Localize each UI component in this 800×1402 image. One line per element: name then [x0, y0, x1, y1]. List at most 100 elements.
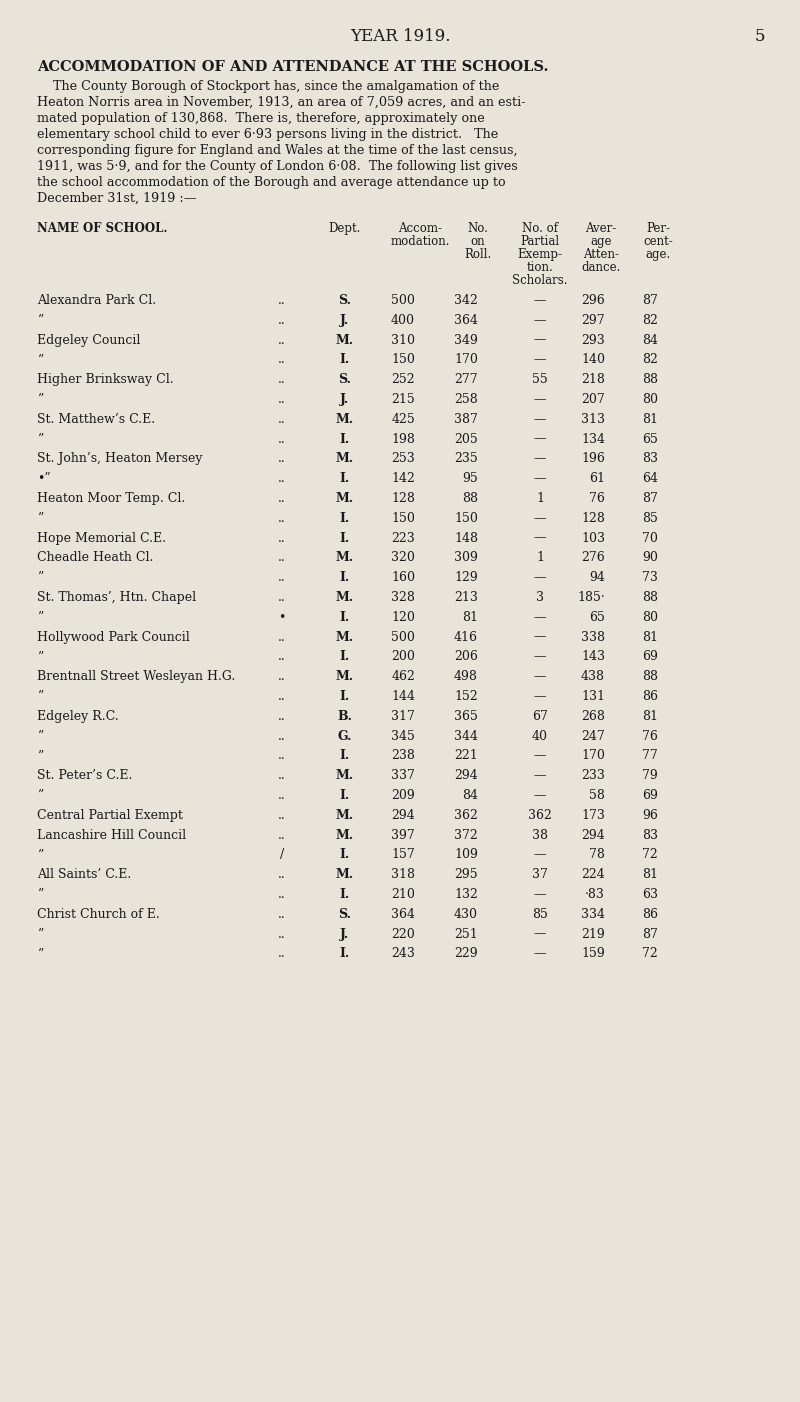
Text: 78: 78 [589, 848, 605, 861]
Text: 94: 94 [589, 571, 605, 585]
Text: 243: 243 [391, 948, 415, 960]
Text: M.: M. [336, 412, 354, 426]
Text: 1: 1 [536, 492, 544, 505]
Text: 294: 294 [582, 829, 605, 841]
Text: age.: age. [646, 248, 670, 261]
Text: 498: 498 [454, 670, 478, 683]
Text: Hollywood Park Council: Hollywood Park Council [37, 631, 190, 644]
Text: M.: M. [336, 631, 354, 644]
Text: 81: 81 [642, 412, 658, 426]
Text: 88: 88 [462, 492, 478, 505]
Text: Edgeley Council: Edgeley Council [37, 334, 140, 346]
Text: 185·: 185· [578, 592, 605, 604]
Text: —: — [534, 611, 546, 624]
Text: 129: 129 [454, 571, 478, 585]
Text: 238: 238 [391, 750, 415, 763]
Text: 170: 170 [454, 353, 478, 366]
Text: ..: .. [278, 571, 286, 585]
Text: M.: M. [336, 551, 354, 565]
Text: 233: 233 [581, 770, 605, 782]
Text: 88: 88 [642, 592, 658, 604]
Text: 142: 142 [391, 472, 415, 485]
Text: I.: I. [340, 611, 350, 624]
Text: —: — [534, 453, 546, 465]
Text: Dept.: Dept. [329, 222, 361, 236]
Text: ..: .. [278, 750, 286, 763]
Text: ..: .. [278, 789, 286, 802]
Text: G.: G. [338, 729, 352, 743]
Text: 253: 253 [391, 453, 415, 465]
Text: Exemp-: Exemp- [518, 248, 562, 261]
Text: ”: ” [37, 393, 43, 407]
Text: M.: M. [336, 492, 354, 505]
Text: 83: 83 [642, 453, 658, 465]
Text: modation.: modation. [390, 236, 450, 248]
Text: St. Peter’s C.E.: St. Peter’s C.E. [37, 770, 132, 782]
Text: 120: 120 [391, 611, 415, 624]
Text: —: — [534, 670, 546, 683]
Text: ”: ” [37, 928, 43, 941]
Text: 95: 95 [462, 472, 478, 485]
Text: ..: .. [278, 433, 286, 446]
Text: 334: 334 [581, 908, 605, 921]
Text: B.: B. [338, 709, 353, 723]
Text: I.: I. [340, 651, 350, 663]
Text: ..: .. [278, 592, 286, 604]
Text: mated population of 130,868.  There is, therefore, approximately one: mated population of 130,868. There is, t… [37, 112, 485, 125]
Text: NAME OF SCHOOL.: NAME OF SCHOOL. [37, 222, 167, 236]
Text: ..: .. [278, 412, 286, 426]
Text: ..: .. [278, 393, 286, 407]
Text: ·83: ·83 [585, 887, 605, 901]
Text: 247: 247 [582, 729, 605, 743]
Text: Scholars.: Scholars. [512, 273, 568, 287]
Text: cent-: cent- [643, 236, 673, 248]
Text: 337: 337 [391, 770, 415, 782]
Text: 416: 416 [454, 631, 478, 644]
Text: 81: 81 [462, 611, 478, 624]
Text: 365: 365 [454, 709, 478, 723]
Text: —: — [534, 631, 546, 644]
Text: 430: 430 [454, 908, 478, 921]
Text: 425: 425 [391, 412, 415, 426]
Text: ..: .. [278, 809, 286, 822]
Text: 85: 85 [532, 908, 548, 921]
Text: 438: 438 [581, 670, 605, 683]
Text: 338: 338 [581, 631, 605, 644]
Text: 134: 134 [581, 433, 605, 446]
Text: —: — [534, 294, 546, 307]
Text: 103: 103 [581, 531, 605, 544]
Text: —: — [534, 948, 546, 960]
Text: ..: .. [278, 531, 286, 544]
Text: St. Thomas’, Htn. Chapel: St. Thomas’, Htn. Chapel [37, 592, 196, 604]
Text: Brentnall Street Wesleyan H.G.: Brentnall Street Wesleyan H.G. [37, 670, 235, 683]
Text: —: — [534, 848, 546, 861]
Text: 296: 296 [582, 294, 605, 307]
Text: 65: 65 [589, 611, 605, 624]
Text: 268: 268 [581, 709, 605, 723]
Text: 3: 3 [536, 592, 544, 604]
Text: 76: 76 [642, 729, 658, 743]
Text: I.: I. [340, 512, 350, 524]
Text: 313: 313 [581, 412, 605, 426]
Text: 198: 198 [391, 433, 415, 446]
Text: I.: I. [340, 848, 350, 861]
Text: 295: 295 [454, 868, 478, 882]
Text: ..: .. [278, 373, 286, 386]
Text: Cheadle Heath Cl.: Cheadle Heath Cl. [37, 551, 154, 565]
Text: 309: 309 [454, 551, 478, 565]
Text: ”: ” [37, 848, 43, 861]
Text: ..: .. [278, 631, 286, 644]
Text: 77: 77 [642, 750, 658, 763]
Text: M.: M. [336, 868, 354, 882]
Text: J.: J. [340, 393, 350, 407]
Text: 170: 170 [581, 750, 605, 763]
Text: 235: 235 [454, 453, 478, 465]
Text: ACCOMMODATION OF AND ATTENDANCE AT THE SCHOOLS.: ACCOMMODATION OF AND ATTENDANCE AT THE S… [37, 60, 549, 74]
Text: ”: ” [37, 611, 43, 624]
Text: 81: 81 [642, 631, 658, 644]
Text: Roll.: Roll. [464, 248, 492, 261]
Text: 81: 81 [642, 868, 658, 882]
Text: 276: 276 [582, 551, 605, 565]
Text: •”: •” [37, 472, 50, 485]
Text: 218: 218 [581, 373, 605, 386]
